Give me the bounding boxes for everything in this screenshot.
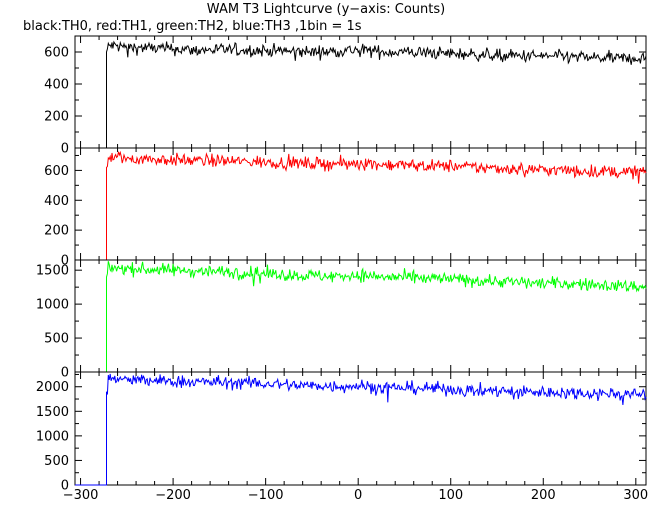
y-tick-label: 500 [44,454,69,469]
x-tick-labels: −300 −200 −100 0 100 200 300 [63,488,649,503]
panel-th3: 0 500 1000 1500 2000 [36,371,647,494]
y-tick-label: 400 [44,78,69,93]
y-tick-label: 1500 [36,264,69,279]
y-tick-label: 1000 [36,429,69,444]
y-tick-label: 2000 [36,380,69,395]
series-line-th0 [75,40,647,149]
series-line-th1 [75,150,647,261]
y-tick-label: 1500 [36,405,69,420]
x-tick-label: 100 [438,488,463,503]
series-line-th3 [75,373,647,486]
chart-title: WAM T3 Lightcurve (y−axis: Counts) [207,2,445,17]
y-tick-label: 200 [44,224,69,239]
x-tick-label: 0 [354,488,362,503]
series-line-th2 [75,261,647,373]
y-tick-label: 500 [44,332,69,347]
y-tick-label: 0 [61,366,69,381]
y-tick-label: 0 [61,142,69,157]
panel-th1: 0 200 400 600 [44,147,647,269]
panel-frame [74,259,647,373]
y-tick-label: 400 [44,194,69,209]
y-tick-label: 0 [61,254,69,269]
panel-frame [74,371,647,486]
y-tick-label: 600 [44,164,69,179]
y-tick-label: 0 [61,479,69,494]
panel-th2: 0 500 1000 1500 [36,259,647,381]
y-tick-label: 1000 [36,298,69,313]
panels: 0200400600020040060005001000150005001000… [36,35,647,494]
x-tick-label: 300 [623,488,648,503]
chart-subtitle: black:TH0, red:TH1, green:TH2, blue:TH3 … [23,19,362,34]
y-tick-label: 200 [44,110,69,125]
x-tick-label: −100 [248,488,284,503]
x-tick-label: −200 [155,488,191,503]
x-tick-label: −300 [63,488,99,503]
y-tick-label: 600 [44,46,69,61]
x-tick-label: 200 [531,488,556,503]
panel-th0: 0 200 400 600 [44,35,647,157]
